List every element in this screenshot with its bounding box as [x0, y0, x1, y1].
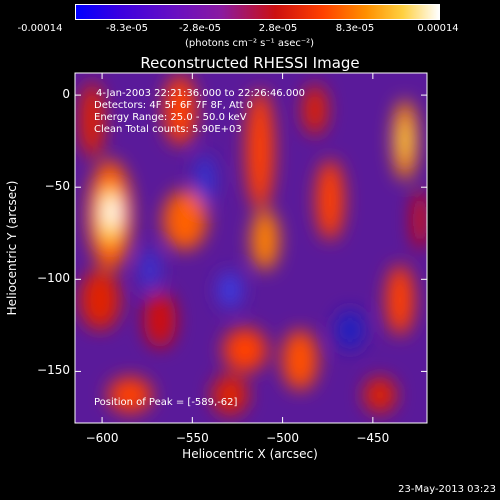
heatmap-blob [386, 265, 414, 335]
x-axis-label: Heliocentric X (arcsec) [182, 447, 318, 461]
heatmap-blob [80, 82, 104, 158]
colorbar-tick-label: -2.8e-05 [179, 23, 221, 34]
heatmap-blob [336, 310, 364, 350]
y-tick-label: −50 [44, 179, 70, 194]
x-tick-label: −550 [175, 431, 209, 445]
colorbar-tick-label: -8.3e-05 [106, 23, 148, 34]
heatmap-blob [195, 155, 215, 205]
heatmap-blob [164, 75, 196, 145]
info-time: 4-Jan-2003 22:21:36.000 to 22:26:46.000 [96, 88, 305, 99]
heatmap-blob [104, 196, 120, 228]
heatmap-blob [163, 190, 207, 250]
heatmap-blob [399, 120, 411, 160]
heatmap-blob [212, 375, 248, 415]
heatmap-blob [303, 85, 327, 135]
heatmap-blob [223, 328, 267, 372]
y-tick-label: 0 [62, 87, 70, 102]
heatmap-blob [144, 292, 176, 348]
x-tick-label: −500 [266, 431, 300, 445]
colorbar-tick-label: 0.00014 [417, 23, 459, 34]
heatmap-plot [74, 72, 428, 424]
heatmap-blob [246, 90, 274, 210]
colorbar-unit-label: (photons cm⁻² s⁻¹ asec⁻²) [185, 38, 315, 49]
info-detectors: Detectors: 4F 5F 6F 7F 8F, Att 0 [94, 100, 254, 111]
x-tick-label: −450 [356, 431, 390, 445]
x-tick-label: −600 [85, 431, 119, 445]
heatmap-blob [364, 377, 396, 413]
y-axis-label: Heliocentric Y (arcsec) [5, 180, 19, 316]
info-energy: Energy Range: 25.0 - 50.0 keV [94, 112, 247, 123]
chart-title: Reconstructed RHESSI Image [140, 54, 360, 72]
heatmap-blob [218, 272, 242, 308]
footer-date: 23-May-2013 03:23 [398, 484, 496, 495]
colorbar [75, 4, 440, 20]
heatmap-blob [80, 270, 120, 330]
heatmap-blob [108, 377, 152, 413]
colorbar-tick-label: -0.00014 [17, 23, 63, 34]
heatmap-blob [316, 160, 344, 240]
plot-frame [74, 72, 428, 424]
heatmap-blob [412, 190, 427, 250]
heatmap-blob [251, 210, 279, 270]
heatmap-blob [282, 330, 318, 390]
info-clean: Clean Total counts: 5.90E+03 [94, 124, 242, 135]
y-tick-label: −150 [37, 363, 70, 378]
y-tick-label: −100 [37, 271, 70, 286]
colorbar-tick-label: 2.8e-05 [258, 23, 298, 34]
heatmap-blob [140, 248, 160, 292]
colorbar-tick-label: 8.3e-05 [335, 23, 375, 34]
peak-label: Position of Peak = [-589,-62] [94, 397, 238, 408]
axis-ticks [75, 73, 427, 423]
